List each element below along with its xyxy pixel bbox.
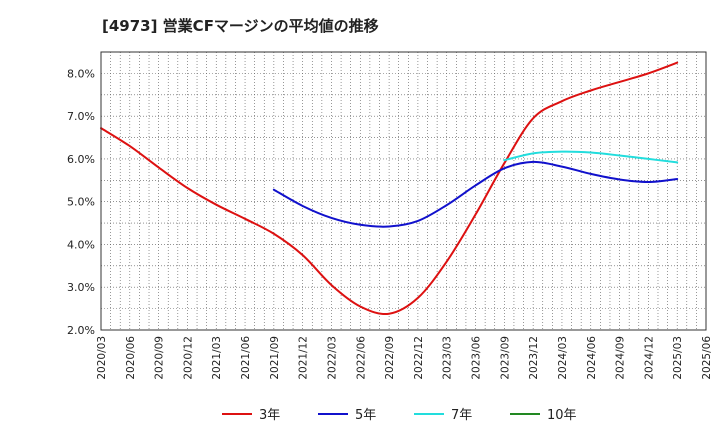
x-tick-label: 2023/06 <box>471 336 483 380</box>
x-tick-label: 2021/12 <box>298 336 310 380</box>
y-tick-label: 8.0% <box>67 67 95 80</box>
y-tick-label: 6.0% <box>67 153 95 166</box>
x-tick-label: 2025/06 <box>701 336 713 380</box>
x-axis: 2020/03 2020/06 2020/09 2020/12 2021/03 2021/… <box>96 336 713 380</box>
y-tick-label: 7.0% <box>67 110 95 123</box>
legend: 3年 5年 7年 10年 <box>222 408 577 423</box>
series-layer <box>100 61 679 316</box>
x-tick-label: 2022/03 <box>326 336 338 380</box>
y-tick-label: 2.0% <box>67 324 95 337</box>
y-axis: 2.0% 3.0% 4.0% 5.0% 6.0% 7.0% 8.0% <box>67 67 95 337</box>
x-tick-label: 2020/12 <box>182 336 194 380</box>
x-tick-label: 2024/03 <box>557 336 569 380</box>
x-tick-label: 2024/09 <box>615 336 627 380</box>
x-tick-label: 2024/12 <box>643 336 655 380</box>
plot-frame <box>100 51 707 331</box>
series-line-3 <box>503 150 679 164</box>
legend-label: 5年 <box>355 408 376 423</box>
x-tick-label: 2023/12 <box>528 336 540 380</box>
y-tick-label: 5.0% <box>67 196 95 209</box>
legend-label: 3年 <box>259 408 280 423</box>
x-tick-label: 2020/09 <box>154 336 166 380</box>
legend-label: 7年 <box>451 408 472 423</box>
x-tick-label: 2020/06 <box>125 336 137 380</box>
x-tick-label: 2025/03 <box>672 336 684 380</box>
x-tick-label: 2021/09 <box>269 336 281 380</box>
x-tick-label: 2023/03 <box>442 336 454 380</box>
chart-title: [4973] 営業CFマージンの平均値の推移 <box>102 17 379 35</box>
x-tick-label: 2021/06 <box>240 336 252 380</box>
x-tick-label: 2023/09 <box>499 336 511 380</box>
series-line-2 <box>272 160 679 228</box>
x-tick-label: 2022/12 <box>413 336 425 380</box>
x-tick-label: 2020/03 <box>96 336 108 380</box>
x-tick-label: 2024/06 <box>586 336 598 380</box>
y-tick-label: 3.0% <box>67 281 95 294</box>
x-tick-label: 2021/03 <box>211 336 223 380</box>
x-tick-label: 2022/06 <box>355 336 367 380</box>
legend-label: 10年 <box>547 408 577 423</box>
series-line-1 <box>100 61 679 316</box>
x-tick-label: 2022/09 <box>384 336 396 380</box>
y-tick-label: 4.0% <box>67 238 95 251</box>
